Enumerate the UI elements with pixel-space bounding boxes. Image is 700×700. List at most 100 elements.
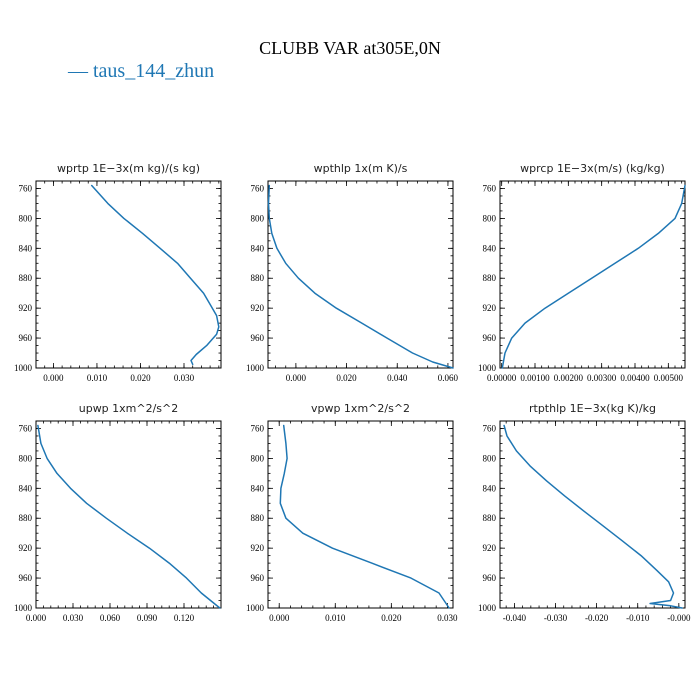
y-tick-label: 960 xyxy=(483,573,497,583)
y-tick-label: 880 xyxy=(19,513,33,523)
x-tick-label: 0.010 xyxy=(325,613,346,623)
series-line xyxy=(503,424,683,609)
plot-frame xyxy=(35,420,222,609)
plot-frame xyxy=(35,180,222,369)
x-tick-label: 0.00300 xyxy=(587,373,617,383)
y-tick-label: 760 xyxy=(483,183,497,193)
subplot-title: wprcp 1E−3x(m/s) (kg/kg) xyxy=(520,162,665,175)
x-tick-label: 0.00000 xyxy=(487,373,517,383)
legend-line-glyph: — xyxy=(67,60,93,82)
subplot-title: wprtp 1E−3x(m kg)/(s kg) xyxy=(57,162,200,175)
y-tick-label: 960 xyxy=(483,333,497,343)
figure-title: CLUBB VAR at305E,0N xyxy=(259,38,441,58)
y-tick-label: 960 xyxy=(19,333,33,343)
subplot-6: rtpthlp 1E−3x(kg K)/kg -0.040 -0.030 -0.020… xyxy=(478,402,691,623)
x-tick-label: 0.020 xyxy=(336,373,357,383)
series-line xyxy=(279,424,450,609)
y-tick-label: 840 xyxy=(251,483,265,493)
y-tick-label: 1000 xyxy=(14,603,33,613)
legend-label: — taus_144_zhun xyxy=(67,60,214,82)
y-tick-label: 760 xyxy=(19,423,33,433)
y-tick-label: 1000 xyxy=(478,363,497,373)
subplot-5: vpwp 1xm^2/s^2 0.000 0.010 0.020 0.030 760 800… xyxy=(246,402,458,623)
y-tick-label: 840 xyxy=(19,243,33,253)
x-tick-label: 0.00200 xyxy=(554,373,584,383)
x-tick-label: 0.060 xyxy=(100,613,121,623)
series-line xyxy=(267,184,454,369)
y-tick-label: 920 xyxy=(483,303,497,313)
x-tick-label: -0.010 xyxy=(626,613,650,623)
y-tick-label: 960 xyxy=(251,573,265,583)
y-tick-label: 1000 xyxy=(478,603,497,613)
y-tick-label: 800 xyxy=(251,453,265,463)
x-tick-label: 0.00100 xyxy=(520,373,550,383)
y-tick-label: 760 xyxy=(483,423,497,433)
subplot-title: upwp 1xm^2/s^2 xyxy=(79,402,179,415)
subplot-title: wpthlp 1x(m K)/s xyxy=(314,162,408,175)
plot-frame xyxy=(267,180,454,369)
x-tick-label: 0.000 xyxy=(43,373,64,383)
x-tick-label: 0.020 xyxy=(130,373,151,383)
x-tick-label: 0.00500 xyxy=(654,373,684,383)
x-tick-label: 0.120 xyxy=(174,613,195,623)
y-tick-label: 920 xyxy=(19,303,33,313)
subplot-4: upwp 1xm^2/s^2 0.000 0.030 0.060 0.090 0.120 7… xyxy=(14,402,222,623)
subplot-title: vpwp 1xm^2/s^2 xyxy=(311,402,410,415)
subplot-1: wprtp 1E−3x(m kg)/(s kg) 0.000 0.010 0.020 0… xyxy=(14,162,222,383)
plot-frame xyxy=(267,420,454,609)
y-tick-label: 880 xyxy=(483,513,497,523)
x-tick-label: -0.020 xyxy=(585,613,609,623)
plot-frame xyxy=(499,420,686,609)
y-tick-label: 1000 xyxy=(246,363,265,373)
y-tick-label: 760 xyxy=(251,423,265,433)
y-tick-label: 920 xyxy=(251,303,265,313)
subplot-2: wpthlp 1x(m K)/s 0.000 0.020 0.040 0.060 760 8… xyxy=(246,162,459,383)
x-tick-label: -0.030 xyxy=(544,613,568,623)
x-tick-label: -0.000 xyxy=(667,613,691,623)
x-tick-label: 0.00400 xyxy=(620,373,650,383)
y-tick-label: 880 xyxy=(19,273,33,283)
x-tick-label: 0.000 xyxy=(269,613,290,623)
y-tick-label: 960 xyxy=(19,573,33,583)
y-tick-label: 880 xyxy=(483,273,497,283)
x-tick-label: 0.020 xyxy=(381,613,402,623)
x-tick-label: 0.030 xyxy=(63,613,84,623)
y-tick-label: 920 xyxy=(19,543,33,553)
plot-frame xyxy=(499,180,686,369)
y-tick-label: 800 xyxy=(19,213,33,223)
y-tick-label: 800 xyxy=(483,213,497,223)
series-line xyxy=(501,184,686,369)
x-tick-label: 0.060 xyxy=(438,373,459,383)
legend-series-name: taus_144_zhun xyxy=(93,60,214,82)
x-tick-label: 0.030 xyxy=(174,373,195,383)
x-tick-label: 0.040 xyxy=(387,373,408,383)
y-tick-label: 800 xyxy=(483,453,497,463)
y-tick-label: 760 xyxy=(251,183,265,193)
legend: — taus_144_zhun xyxy=(67,60,214,82)
x-tick-label: 0.090 xyxy=(137,613,158,623)
x-tick-label: -0.040 xyxy=(503,613,527,623)
subplot-title: rtpthlp 1E−3x(kg K)/kg xyxy=(529,402,656,415)
x-tick-label: 0.000 xyxy=(26,613,47,623)
y-tick-label: 920 xyxy=(251,543,265,553)
y-tick-label: 880 xyxy=(251,273,265,283)
y-tick-label: 840 xyxy=(483,243,497,253)
y-tick-label: 920 xyxy=(483,543,497,553)
subplot-grid: wprtp 1E−3x(m kg)/(s kg) 0.000 0.010 0.020 0… xyxy=(14,162,691,623)
y-tick-label: 800 xyxy=(19,453,33,463)
y-tick-label: 840 xyxy=(19,483,33,493)
y-tick-label: 800 xyxy=(251,213,265,223)
y-tick-label: 880 xyxy=(251,513,265,523)
x-tick-label: 0.010 xyxy=(87,373,108,383)
y-tick-label: 840 xyxy=(483,483,497,493)
x-tick-label: 0.000 xyxy=(286,373,307,383)
subplot-3: wprcp 1E−3x(m/s) (kg/kg) 0.00000 0.00100 0.… xyxy=(478,162,686,383)
x-tick-label: 0.030 xyxy=(437,613,458,623)
y-tick-label: 1000 xyxy=(14,363,33,373)
y-tick-label: 840 xyxy=(251,243,265,253)
y-tick-label: 760 xyxy=(19,183,33,193)
series-line xyxy=(90,184,220,366)
y-tick-label: 1000 xyxy=(246,603,265,613)
series-line xyxy=(37,424,221,609)
